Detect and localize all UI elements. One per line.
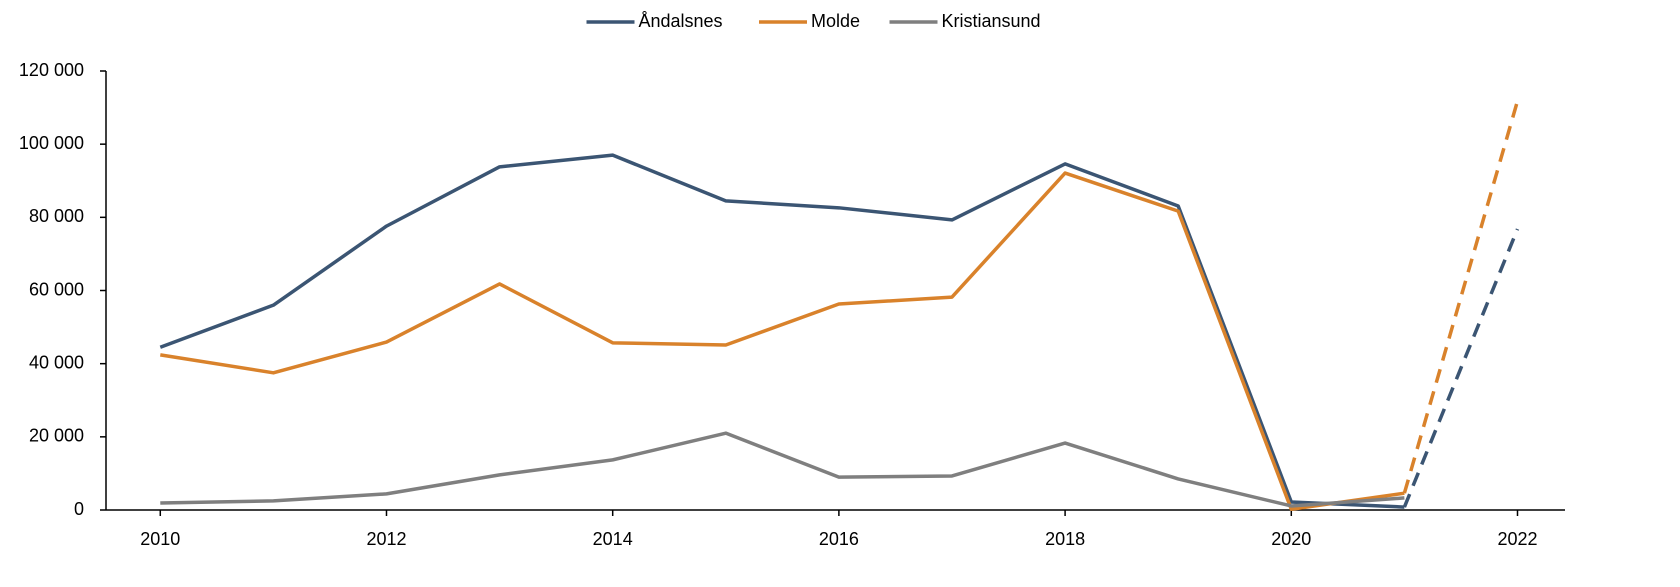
x-tick-label: 2016 xyxy=(819,529,859,549)
series-line-dashed xyxy=(1402,100,1520,494)
series-line xyxy=(160,171,1405,512)
legend-label: Molde xyxy=(811,11,860,31)
y-tick-label: 0 xyxy=(74,499,84,519)
legend-label: Kristiansund xyxy=(942,11,1041,31)
x-tick-label: 2010 xyxy=(140,529,180,549)
y-tick-label: 100 000 xyxy=(19,133,84,153)
legend-label: Åndalsnes xyxy=(639,11,723,31)
y-tick-label: 80 000 xyxy=(29,206,84,226)
x-tick-label: 2022 xyxy=(1497,529,1537,549)
y-tick-label: 20 000 xyxy=(29,426,84,446)
x-tick-label: 2014 xyxy=(593,529,633,549)
series-line xyxy=(159,153,1405,509)
y-tick-label: 120 000 xyxy=(19,60,84,80)
y-tick-label: 60 000 xyxy=(29,279,84,299)
x-tick-label: 2020 xyxy=(1271,529,1311,549)
y-tick-label: 40 000 xyxy=(29,352,84,372)
x-tick-label: 2012 xyxy=(366,529,406,549)
series-line xyxy=(160,431,1405,508)
x-tick-label: 2018 xyxy=(1045,529,1085,549)
series-line-dashed xyxy=(1402,228,1520,508)
